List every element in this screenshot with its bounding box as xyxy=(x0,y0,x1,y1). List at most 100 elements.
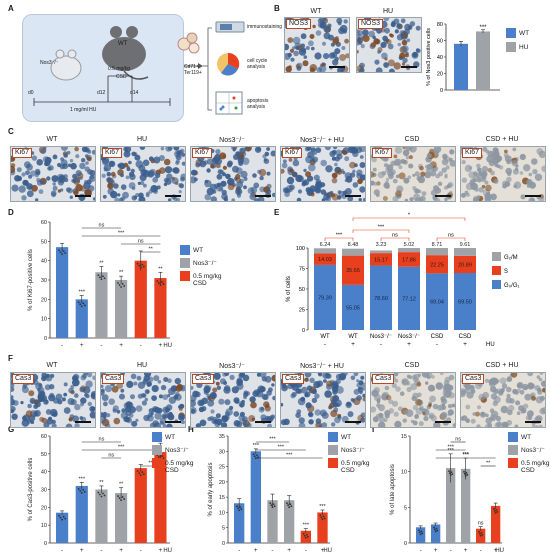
micro-tag: Ki67 xyxy=(192,148,213,158)
bracket-label: *** xyxy=(462,453,469,459)
schematic-csd-label: CSD xyxy=(116,74,127,80)
y-tick-label: 0 xyxy=(440,88,443,94)
y-axis-label: % of Ki67-positive cells xyxy=(28,249,34,311)
data-point xyxy=(159,284,162,286)
significance-label: *** xyxy=(479,25,487,31)
data-point xyxy=(77,488,80,490)
y-tick-label: 20 xyxy=(41,297,47,303)
data-point xyxy=(121,283,124,285)
micrograph-texture xyxy=(461,373,545,427)
bracket-label: ns xyxy=(392,233,398,239)
legend-label: Nos3⁻/⁻ xyxy=(341,447,365,454)
data-point xyxy=(271,506,274,509)
micro-title: WT xyxy=(46,362,58,369)
bar xyxy=(234,503,245,543)
micro-tag: Cas3 xyxy=(282,374,305,384)
schematic-d0-label: d0 xyxy=(28,90,34,96)
micrograph-texture xyxy=(371,373,455,427)
bar xyxy=(56,512,69,543)
legend-swatch-hu xyxy=(506,42,516,52)
micrograph: Ki67 xyxy=(100,146,186,202)
segment-label: 22.25 xyxy=(430,262,444,268)
data-point xyxy=(79,490,82,492)
y-axis-label: % of cells xyxy=(286,276,292,302)
hu-sign: - xyxy=(61,547,63,554)
micrograph: Ki67 xyxy=(370,146,456,202)
data-point xyxy=(79,303,82,306)
bracket-label: * xyxy=(408,213,411,219)
data-point xyxy=(494,512,497,514)
micrograph: Cas3 xyxy=(10,372,96,428)
y-tick-label: 60 xyxy=(41,434,47,440)
bracket-label: *** xyxy=(118,231,125,237)
data-point xyxy=(273,505,276,508)
micro-tag: Ki67 xyxy=(462,148,483,158)
hu-sign: + xyxy=(351,341,355,348)
panel-label-i: I xyxy=(372,425,375,434)
legend-label: G₂/M xyxy=(504,255,518,261)
data-point xyxy=(120,286,122,288)
scale-bar xyxy=(345,421,361,423)
data-point xyxy=(83,491,86,493)
legend-swatch xyxy=(152,432,162,442)
y-tick-label: 25 xyxy=(299,308,305,314)
micrograph: Ki67 xyxy=(460,146,546,202)
legend-label: G₀/G₁ xyxy=(504,283,520,289)
data-point xyxy=(156,280,159,282)
y-tick-label: 40 xyxy=(41,259,47,265)
segment-label: 14.03 xyxy=(318,257,332,263)
hu-sign: - xyxy=(450,547,452,554)
scatter-plot-icon xyxy=(215,91,243,115)
slide-icon xyxy=(215,21,245,33)
stacked-bar-segment xyxy=(370,250,392,254)
micrograph-texture xyxy=(461,147,545,201)
bar xyxy=(56,247,69,338)
data-point xyxy=(256,454,258,457)
scale-bar xyxy=(435,421,451,423)
hu-sign: - xyxy=(100,547,102,554)
panel-label-b: B xyxy=(274,4,280,13)
schematic-dose-label: 0.5 mg/kg xyxy=(108,66,130,72)
bracket-label: *** xyxy=(336,233,343,239)
bracket-label: ns xyxy=(138,239,144,245)
y-axis-label: % of early apoptosis xyxy=(208,462,214,516)
data-point xyxy=(435,527,438,530)
hu-sign: - xyxy=(305,547,307,554)
data-point xyxy=(465,471,468,474)
bar xyxy=(317,512,328,543)
hu-label: HU xyxy=(163,343,172,349)
y-tick-label: 40 xyxy=(41,470,47,476)
stacked-bar-segment xyxy=(342,248,364,256)
y-tick-label: 0 xyxy=(44,336,47,342)
hu-sign: + xyxy=(407,341,411,348)
data-point xyxy=(59,251,62,254)
bracket-label: ns xyxy=(448,233,454,239)
significance-label: *** xyxy=(303,523,310,529)
data-point xyxy=(323,517,326,520)
data-point xyxy=(103,494,106,497)
significance-label: *** xyxy=(79,476,86,482)
chart-b: 0 20 40 60 80 % of Nos3 positive cells *** xyxy=(426,22,500,94)
y-tick-label: 25 xyxy=(219,465,225,471)
data-point xyxy=(451,473,454,475)
micrograph: Cas3 xyxy=(280,372,366,428)
chart-h: 0 5 10 15 20 25 30 35 % of early apoptosis - *** + -… xyxy=(208,434,332,554)
panel-label-g: G xyxy=(8,425,15,434)
significance-label: *** xyxy=(79,289,86,295)
data-point xyxy=(237,507,239,510)
data-point xyxy=(141,471,144,473)
data-point xyxy=(59,516,62,519)
hu-sign: - xyxy=(140,342,142,349)
data-point xyxy=(450,471,453,473)
data-point xyxy=(269,502,272,505)
chart-g: 0 10 20 30 40 50 60 % of Cas3-positive cells - **… xyxy=(28,434,172,554)
data-point xyxy=(118,284,121,286)
legend-swatch xyxy=(180,271,190,281)
segment-label: 69.50 xyxy=(458,300,472,306)
data-point xyxy=(433,528,436,531)
bar xyxy=(115,493,128,543)
data-point xyxy=(117,495,119,497)
data-point xyxy=(80,305,83,308)
data-point xyxy=(495,509,498,511)
